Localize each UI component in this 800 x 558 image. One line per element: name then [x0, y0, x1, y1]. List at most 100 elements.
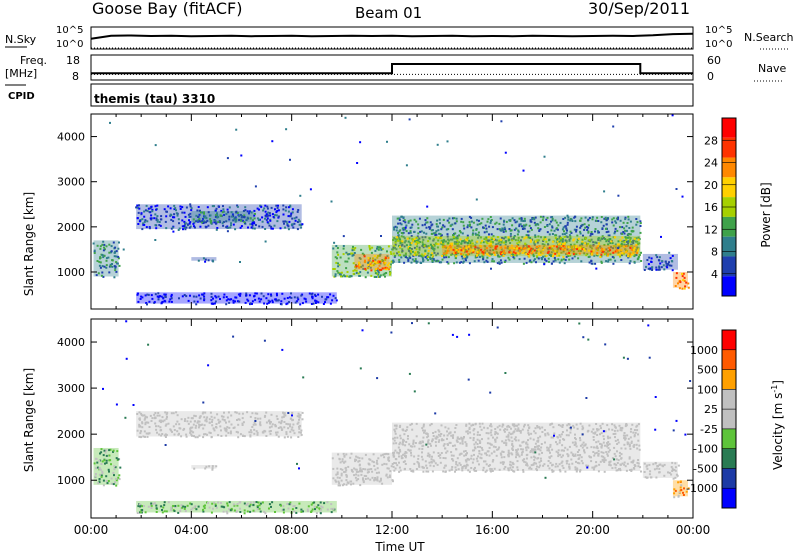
scatter-point [105, 264, 108, 267]
scatter-point [244, 209, 247, 212]
scatter-point [538, 461, 541, 464]
scatter-point [545, 240, 548, 243]
scatter-point [607, 217, 609, 219]
scatter-point [425, 470, 428, 473]
scatter-point [648, 356, 651, 359]
scatter-point [548, 467, 551, 470]
scatter-point [300, 224, 303, 226]
scatter-point [453, 232, 456, 235]
scatter-point [526, 230, 529, 233]
scatter-point [373, 479, 376, 482]
scatter-point [286, 502, 289, 505]
scatter-point [450, 248, 453, 251]
y-tick-label: 3000 [57, 382, 85, 395]
scatter-point [485, 240, 488, 243]
scatter-point [615, 221, 618, 224]
scatter-point [156, 219, 159, 222]
scatter-point [462, 224, 465, 227]
scatter-point [580, 245, 583, 248]
scatter-point [597, 450, 600, 453]
scatter-point [374, 468, 377, 471]
nsky-series-line [90, 32, 694, 40]
scatter-point [465, 250, 468, 253]
scatter-point [565, 462, 568, 465]
scatter-point [428, 461, 431, 464]
scatter-point [638, 254, 641, 256]
scatter-point [456, 464, 459, 467]
scatter-point [604, 459, 607, 462]
scatter-point [625, 254, 628, 257]
scatter-point [409, 241, 412, 244]
scatter-point [427, 259, 429, 262]
scatter-point [536, 469, 538, 472]
scatter-point [136, 204, 139, 207]
scatter-point [298, 418, 300, 421]
scatter-point [398, 230, 401, 233]
scatter-point [205, 465, 208, 468]
scatter-point [583, 252, 586, 255]
scatter-point [586, 253, 589, 255]
scatter-point [132, 404, 135, 406]
scatter-point [219, 425, 222, 428]
scatter-point [515, 254, 518, 257]
scatter-point [354, 266, 357, 268]
scatter-point [210, 302, 213, 305]
scatter-point [502, 463, 505, 466]
scatter-point [389, 273, 391, 276]
scatter-point [376, 476, 379, 479]
scatter-point [265, 435, 268, 437]
scatter-point [537, 253, 540, 256]
scatter-point [579, 230, 582, 233]
scatter-point [485, 454, 488, 457]
scatter-point [92, 242, 95, 245]
scatter-point [679, 480, 682, 483]
scatter-point [670, 466, 673, 468]
scatter-point [423, 243, 426, 246]
scatter-point [274, 423, 277, 426]
scatter-point [599, 460, 602, 463]
scatter-point [180, 504, 183, 507]
scatter-point [474, 248, 476, 251]
scatter-point [375, 276, 378, 278]
colorbar-swatch [722, 488, 736, 508]
scatter-point [541, 247, 544, 250]
scatter-point [412, 239, 415, 242]
scatter-point [489, 391, 492, 394]
scatter-point [169, 214, 172, 217]
scatter-point [376, 269, 379, 271]
scatter-point [442, 439, 445, 442]
scatter-point [595, 464, 598, 467]
scatter-point [114, 246, 117, 249]
scatter-point [432, 435, 435, 437]
scatter-point [574, 441, 577, 444]
nsky-right-tick-bottom: 10^0 [705, 39, 732, 50]
scatter-point [93, 462, 96, 465]
scatter-point [628, 443, 631, 446]
scatter-point [509, 463, 511, 466]
scatter-point [595, 219, 598, 222]
scatter-point [298, 415, 301, 418]
scatter-point [560, 461, 563, 464]
colorbar-tick-label: 4 [711, 268, 718, 281]
scatter-point [418, 248, 421, 251]
scatter-point [450, 451, 453, 454]
scatter-point [619, 469, 622, 472]
scatter-point [383, 263, 386, 266]
scatter-point [406, 237, 409, 240]
scatter-point [269, 219, 272, 222]
scatter-point [558, 434, 561, 436]
scatter-point [202, 505, 205, 508]
scatter-point [421, 236, 424, 239]
scatter-point [243, 221, 246, 224]
scatter-point [605, 231, 608, 234]
scatter-point [488, 239, 491, 242]
scatter-point [436, 143, 439, 146]
scatter-point [503, 252, 506, 255]
scatter-point [556, 465, 559, 468]
scatter-point [511, 239, 514, 242]
scatter-point [353, 248, 356, 251]
scatter-point [459, 463, 462, 466]
scatter-point [613, 245, 616, 248]
scatter-point [110, 463, 112, 466]
scatter-point [603, 438, 605, 441]
